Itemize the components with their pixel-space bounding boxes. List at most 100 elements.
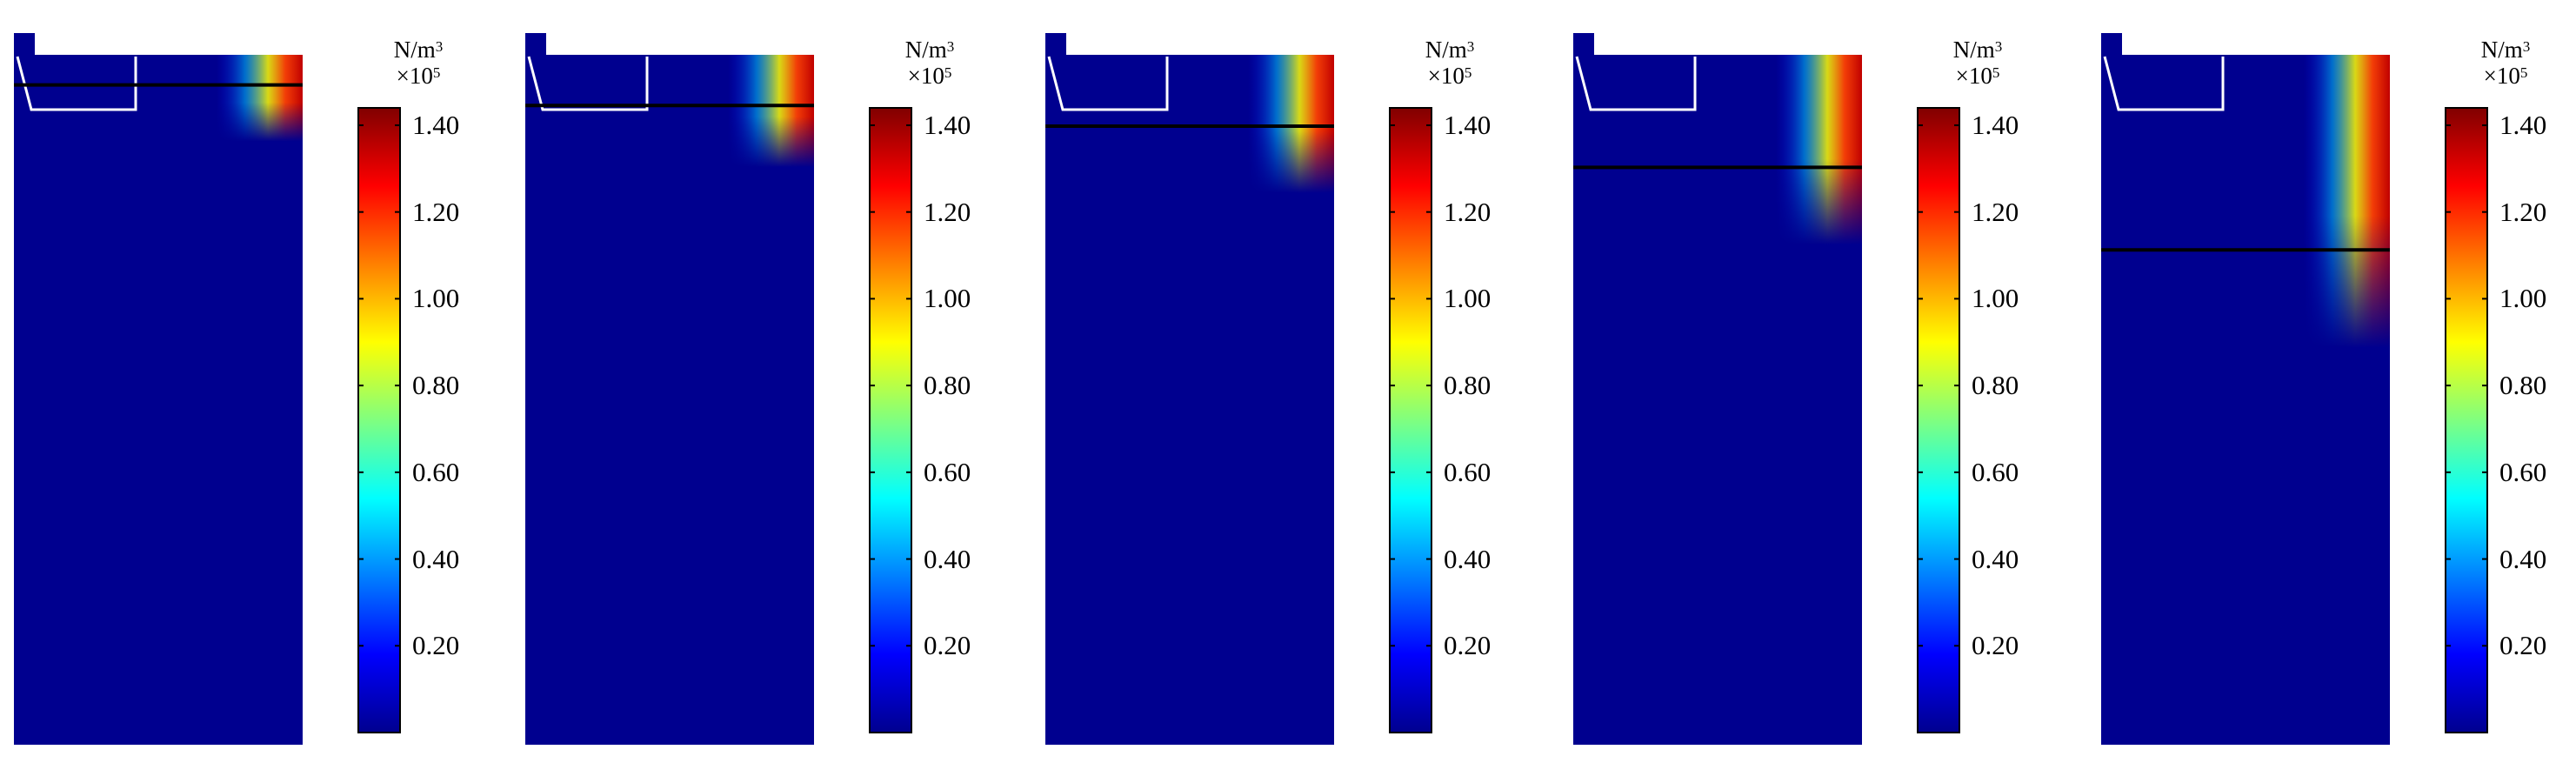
- unit-base: N/m: [1952, 37, 1995, 63]
- colorbar-tick-label: 1.00: [2499, 283, 2547, 314]
- contour-plot-svg: [1573, 33, 1960, 745]
- scale-label: ×105: [882, 63, 978, 89]
- colorbar-unit: N/m3 ×105: [1402, 37, 1498, 89]
- colorbar-tick-label: 0.20: [2499, 630, 2547, 661]
- colorbar-tick-label: 1.20: [2499, 196, 2547, 227]
- colorbar-tick-label: 1.00: [1444, 283, 1492, 314]
- peak-pressure-zone: [14, 55, 303, 142]
- colorbar: [869, 107, 912, 733]
- scale-base: ×10: [1427, 63, 1465, 89]
- unit-base: N/m: [904, 37, 947, 63]
- colorbar-tick-label: 0.60: [412, 456, 460, 487]
- colorbar-unit: N/m3 ×105: [370, 37, 466, 89]
- scale-exponent: 5: [1464, 64, 1472, 81]
- scale-base: ×10: [907, 63, 944, 89]
- scale-label: ×105: [1930, 63, 2025, 89]
- colorbar-tick-label: 1.20: [412, 196, 460, 227]
- contour-plot-svg: [525, 33, 912, 745]
- scale-label: ×105: [1402, 63, 1498, 89]
- colorbar-tick-label: 0.60: [1444, 456, 1492, 487]
- colorbar-tick-label: 1.40: [1972, 109, 2019, 140]
- unit-label: N/m3: [1930, 37, 2025, 63]
- unit-label: N/m3: [1402, 37, 1498, 63]
- unit-exponent: 3: [1466, 38, 1475, 55]
- tool-outline: [1047, 56, 1169, 111]
- unit-label: N/m3: [370, 37, 466, 63]
- colorbar-unit: N/m3 ×105: [1930, 37, 2025, 89]
- colorbar: [357, 107, 401, 733]
- colorbar-tick-label: 0.80: [1444, 370, 1492, 401]
- colorbar-tick-label: 0.80: [924, 370, 971, 401]
- colorbar-tick-label: 0.20: [1444, 630, 1492, 661]
- colorbar-tick-label: 0.40: [1444, 543, 1492, 574]
- colorbar: [2445, 107, 2488, 733]
- contour-panel-5: 1.40 1.20 1.00 0.80 0.60 0.40 0.20 N/m3 ×105: [2087, 0, 2576, 783]
- domain-head: [14, 33, 303, 57]
- colorbar-unit: N/m3 ×105: [2458, 37, 2553, 89]
- tool-outline: [527, 56, 649, 111]
- colorbar-tick-label: 0.40: [924, 543, 971, 574]
- domain-body: [525, 57, 814, 745]
- colorbar: [1389, 107, 1432, 733]
- colorbar-tick-label: 1.20: [1972, 196, 2019, 227]
- unit-exponent: 3: [2522, 38, 2531, 55]
- scale-label: ×105: [370, 63, 466, 89]
- contour-panel-3: 1.40 1.20 1.00 0.80 0.60 0.40 0.20 N/m3 ×105: [1031, 0, 1536, 783]
- scale-exponent: 5: [944, 64, 952, 81]
- colorbar-tick-label: 1.40: [412, 109, 460, 140]
- domain-head: [1573, 33, 1862, 57]
- contour-panel-2: 1.40 1.20 1.00 0.80 0.60 0.40 0.20 N/m3 ×105: [511, 0, 1016, 783]
- colorbar-unit: N/m3 ×105: [882, 37, 978, 89]
- contour-panel-4: 1.40 1.20 1.00 0.80 0.60 0.40 0.20 N/m3 ×105: [1559, 0, 2064, 783]
- colorbar: [1917, 107, 1960, 733]
- unit-exponent: 3: [946, 38, 955, 55]
- domain-body: [14, 57, 303, 745]
- scale-label: ×105: [2458, 63, 2553, 89]
- colorbar-tick-label: 1.40: [2499, 109, 2547, 140]
- domain-head: [525, 33, 814, 57]
- colorbar-tick-label: 1.40: [924, 109, 971, 140]
- colorbar-tick-label: 1.00: [924, 283, 971, 314]
- tool-outline: [16, 56, 137, 111]
- unit-base: N/m: [1425, 37, 1467, 63]
- colorbar-tick-label: 0.20: [924, 630, 971, 661]
- colorbar-tick-label: 1.00: [412, 283, 460, 314]
- scale-base: ×10: [396, 63, 433, 89]
- scale-exponent: 5: [2519, 64, 2528, 81]
- scale-exponent: 5: [1992, 64, 2000, 81]
- contour-plot-svg: [14, 33, 401, 745]
- contour-plot-svg: [1045, 33, 1432, 745]
- colorbar-tick-label: 0.80: [412, 370, 460, 401]
- unit-label: N/m3: [2458, 37, 2553, 63]
- colorbar-tick-label: 1.20: [924, 196, 971, 227]
- contour-panel-1: 1.40 1.20 1.00 0.80 0.60 0.40 0.20 N/m3 ×105: [0, 0, 504, 783]
- unit-exponent: 3: [435, 38, 444, 55]
- scale-base: ×10: [2483, 63, 2520, 89]
- colorbar-tick-label: 1.00: [1972, 283, 2019, 314]
- peak-pressure-zone: [525, 55, 814, 168]
- colorbar-tick-label: 1.20: [1444, 196, 1492, 227]
- colorbar-tick-label: 0.60: [2499, 456, 2547, 487]
- colorbar-tick-label: 0.60: [1972, 456, 2019, 487]
- peak-pressure-zone: [2101, 55, 2390, 348]
- colorbar-tick-label: 0.80: [1972, 370, 2019, 401]
- colorbar-tick-label: 0.20: [1972, 630, 2019, 661]
- domain-head: [2101, 33, 2390, 57]
- domain-head: [1045, 33, 1334, 57]
- unit-base: N/m: [2480, 37, 2523, 63]
- tool-outline: [1575, 56, 1697, 111]
- unit-exponent: 3: [1994, 38, 2003, 55]
- unit-label: N/m3: [882, 37, 978, 63]
- peak-pressure-zone: [1573, 55, 1862, 244]
- contour-plot-svg: [2101, 33, 2488, 745]
- colorbar-tick-label: 0.20: [412, 630, 460, 661]
- colorbar-tick-label: 0.60: [924, 456, 971, 487]
- unit-base: N/m: [393, 37, 436, 63]
- colorbar-tick-label: 0.40: [412, 543, 460, 574]
- colorbar-tick-label: 0.80: [2499, 370, 2547, 401]
- colorbar-tick-label: 0.40: [1972, 543, 2019, 574]
- tool-outline: [2103, 56, 2225, 111]
- scale-base: ×10: [1955, 63, 1992, 89]
- peak-pressure-zone: [1045, 55, 1334, 193]
